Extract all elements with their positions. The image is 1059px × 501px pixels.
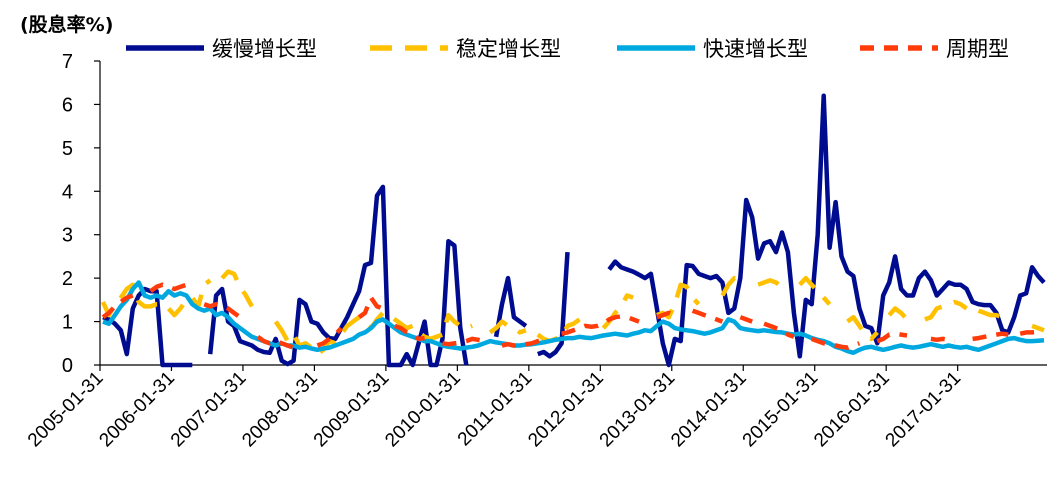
series-line (501, 336, 545, 348)
x-tick-label: 2007-01-31 (167, 368, 251, 452)
series-line (930, 336, 956, 344)
legend-label: 周期型 (946, 37, 1009, 61)
series-line (357, 295, 384, 320)
series-line (488, 319, 527, 335)
series-line (1031, 323, 1045, 333)
y-tick-label: 6 (62, 94, 73, 116)
legend-label: 稳定增长型 (456, 37, 561, 61)
y-tick-label: 1 (62, 312, 73, 334)
series-line (977, 308, 1009, 320)
series-line (561, 314, 640, 336)
series-line (972, 331, 1009, 342)
series-line (798, 275, 832, 306)
series-line (316, 326, 343, 348)
x-tick-label: 2006-01-31 (95, 368, 179, 452)
y-tick-label: 5 (62, 138, 73, 160)
series-line (691, 308, 724, 324)
y-tick-label: 4 (62, 181, 73, 203)
series-line (536, 317, 581, 344)
x-tick-label: 2015-01-31 (739, 368, 823, 452)
series-4 (101, 282, 1045, 350)
series-line (537, 251, 570, 359)
series-line (876, 331, 908, 344)
x-tick-label: 2014-01-31 (667, 368, 751, 452)
series-line (739, 315, 753, 324)
x-tick-label: 2017-01-31 (882, 368, 966, 452)
x-tick-label: 2012-01-31 (524, 368, 608, 452)
series-line (810, 336, 861, 350)
y-tick-label: 0 (62, 355, 73, 377)
series-line (493, 275, 528, 338)
legend-label: 缓慢增长型 (212, 37, 317, 61)
series-line (607, 93, 1046, 368)
legend: 缓慢增长型 稳定增长型 快速增长型 周期型 (126, 37, 1009, 61)
series-line (656, 310, 676, 320)
series-line (394, 323, 425, 342)
series-line (1019, 328, 1045, 336)
x-tick-label: 2008-01-31 (238, 368, 322, 452)
axes: 012345672005-01-312006-01-312007-01-3120… (24, 51, 1047, 451)
x-tick-label: 2010-01-31 (381, 368, 465, 452)
y-tick-label: 2 (62, 268, 73, 290)
x-tick-label: 2013-01-31 (596, 368, 680, 452)
series-line (256, 334, 301, 350)
series-line (720, 275, 748, 297)
legend-label: 快速增长型 (703, 37, 808, 61)
series-line (757, 278, 790, 294)
x-tick-label: 2016-01-31 (810, 368, 894, 452)
series-line (207, 184, 469, 368)
series-layer (100, 93, 1046, 368)
series-line (601, 293, 634, 330)
series-line (763, 321, 795, 339)
x-tick-label: 2005-01-31 (24, 368, 108, 452)
x-tick-label: 2011-01-31 (454, 368, 537, 451)
series-line (442, 336, 485, 347)
series-line (102, 286, 193, 368)
series-line (149, 282, 188, 294)
y-axis-label: (股息率%) (20, 13, 113, 36)
series-line (220, 269, 254, 308)
series-line (924, 299, 968, 322)
y-tick-label: 3 (62, 225, 73, 247)
x-tick-label: 2009-01-31 (310, 368, 394, 452)
series-line (101, 293, 134, 320)
series-line (203, 301, 242, 320)
series-line (100, 278, 212, 318)
series-line (887, 306, 909, 321)
y-tick-label: 7 (62, 51, 73, 73)
series-line (846, 314, 879, 342)
